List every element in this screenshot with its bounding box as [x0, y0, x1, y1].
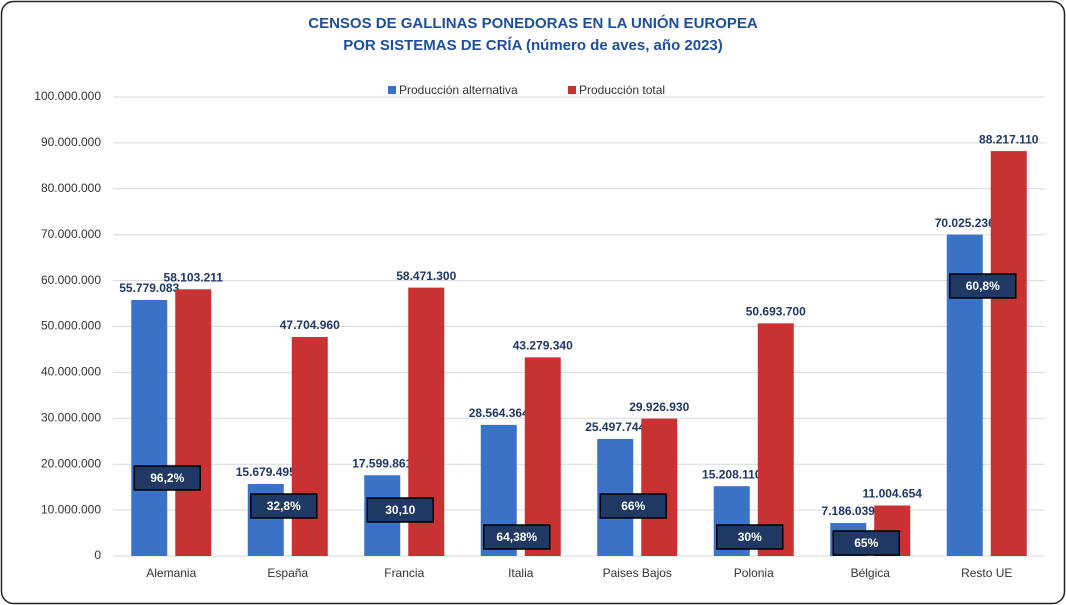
annotation: 30,10	[385, 503, 415, 517]
y-tick-label: 50.000.000	[41, 319, 101, 333]
value-label: 29.926.930	[629, 400, 689, 414]
annotation: 32,8%	[267, 499, 301, 513]
value-label: 50.693.700	[746, 304, 806, 318]
value-label: 70.025.236	[935, 216, 995, 230]
annotation-box	[716, 524, 784, 550]
y-tick-label: 70.000.000	[41, 227, 101, 241]
value-label: 55.779.083	[119, 281, 179, 295]
x-tick-label: España	[267, 566, 308, 580]
legend-swatch	[568, 86, 576, 94]
bar	[524, 357, 561, 556]
x-tick-label: Italia	[508, 566, 534, 580]
annotation-box	[250, 493, 318, 519]
value-label: 15.679.495	[236, 465, 296, 479]
annotation: 60,8%	[966, 279, 1000, 293]
x-tick-label: Francia	[384, 566, 424, 580]
chart-title: CENSOS DE GALLINAS PONEDORAS EN LA UNIÓN…	[308, 14, 758, 32]
annotation-box	[483, 524, 551, 550]
value-label: 25.497.744	[585, 420, 645, 434]
value-label: 47.704.960	[280, 318, 340, 332]
y-tick-label: 20.000.000	[41, 456, 101, 470]
x-tick-label: Bélgica	[851, 566, 891, 580]
annotation-box	[133, 465, 201, 491]
x-tick-label: Polonia	[734, 566, 774, 580]
annotation: 96,2%	[150, 471, 184, 485]
annotation-box	[949, 273, 1017, 299]
value-label: 11.004.654	[863, 487, 923, 501]
y-tick-label: 90.000.000	[41, 135, 101, 149]
y-tick-label: 40.000.000	[41, 365, 101, 379]
value-label: 58.471.300	[396, 269, 456, 283]
annotation-box	[366, 497, 434, 523]
legend-swatch	[388, 86, 396, 94]
bar	[175, 289, 212, 556]
bar	[990, 151, 1027, 556]
annotation: 64,38%	[496, 530, 537, 544]
x-tick-label: Resto UE	[961, 566, 1012, 580]
x-tick-label: Paises Bajos	[603, 566, 672, 580]
value-label: 7.186.039	[822, 504, 876, 518]
legend-label: Producción alternativa	[399, 83, 518, 97]
y-tick-label: 60.000.000	[41, 273, 101, 287]
x-tick-label: Alemania	[146, 566, 196, 580]
annotation: 66%	[621, 499, 645, 513]
value-label: 17.599.861	[352, 456, 412, 470]
bar	[291, 337, 328, 556]
value-label: 43.279.340	[513, 339, 573, 353]
bar	[641, 418, 678, 556]
annotation-box	[599, 493, 667, 519]
annotation: 65%	[854, 536, 878, 550]
chart-subtitle: POR SISTEMAS DE CRÍA (número de aves, añ…	[343, 37, 723, 54]
y-tick-label: 10.000.000	[41, 502, 101, 516]
value-label: 88.217.110	[979, 132, 1039, 146]
y-tick-label: 0	[94, 548, 101, 562]
value-label: 15.208.110	[702, 467, 762, 481]
y-tick-label: 30.000.000	[41, 410, 101, 424]
value-label: 58.103.211	[164, 270, 224, 284]
y-tick-label: 100.000.000	[34, 89, 101, 103]
legend-label: Producción total	[579, 83, 665, 97]
y-tick-label: 80.000.000	[41, 181, 101, 195]
bar	[757, 323, 794, 556]
value-label: 28.564.364	[469, 406, 529, 420]
annotation: 30%	[738, 530, 762, 544]
annotation-box	[832, 530, 900, 556]
bar	[131, 299, 168, 556]
